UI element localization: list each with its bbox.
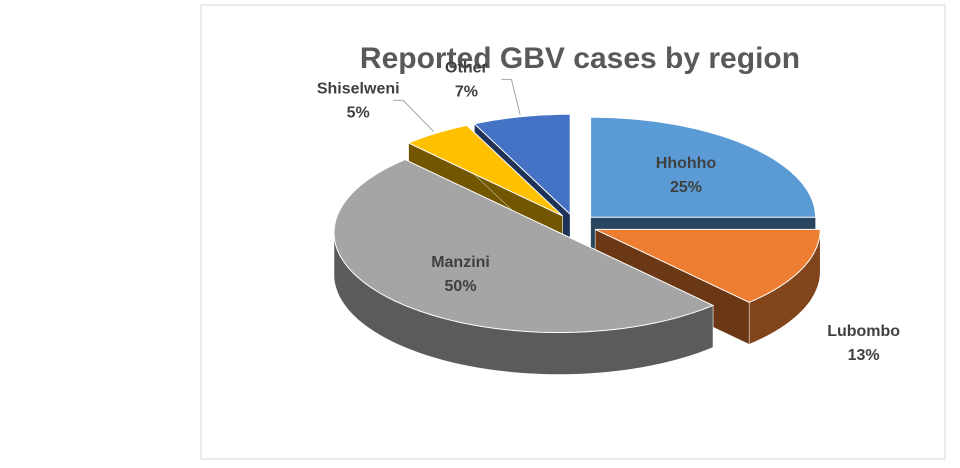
data-label-value: 25% <box>670 179 702 196</box>
chart-title: Reported GBV cases by region <box>360 42 800 75</box>
slice <box>594 228 821 303</box>
data-label-name: Shiselweni <box>317 81 400 98</box>
data-label-value: 13% <box>848 347 880 364</box>
leader-line <box>393 99 434 132</box>
slice <box>407 124 563 217</box>
pie-tops <box>333 113 821 333</box>
chart-frame <box>200 4 946 460</box>
slice <box>590 116 817 218</box>
data-label-name: Hhohho <box>656 155 717 172</box>
leader-line <box>501 78 521 115</box>
data-label-name: Lubombo <box>827 323 900 340</box>
data-labels: Hhohho 25% Lubombo 13% Manzini 50% Shiselweni 5… <box>317 60 900 365</box>
data-label-value: 7% <box>455 84 478 101</box>
data-label-value: 50% <box>445 278 477 295</box>
data-label-value: 5% <box>347 105 370 122</box>
data-label-name: Other <box>445 60 488 77</box>
slice <box>473 113 571 216</box>
data-label-name: Manzini <box>431 254 490 271</box>
slice <box>333 159 715 333</box>
